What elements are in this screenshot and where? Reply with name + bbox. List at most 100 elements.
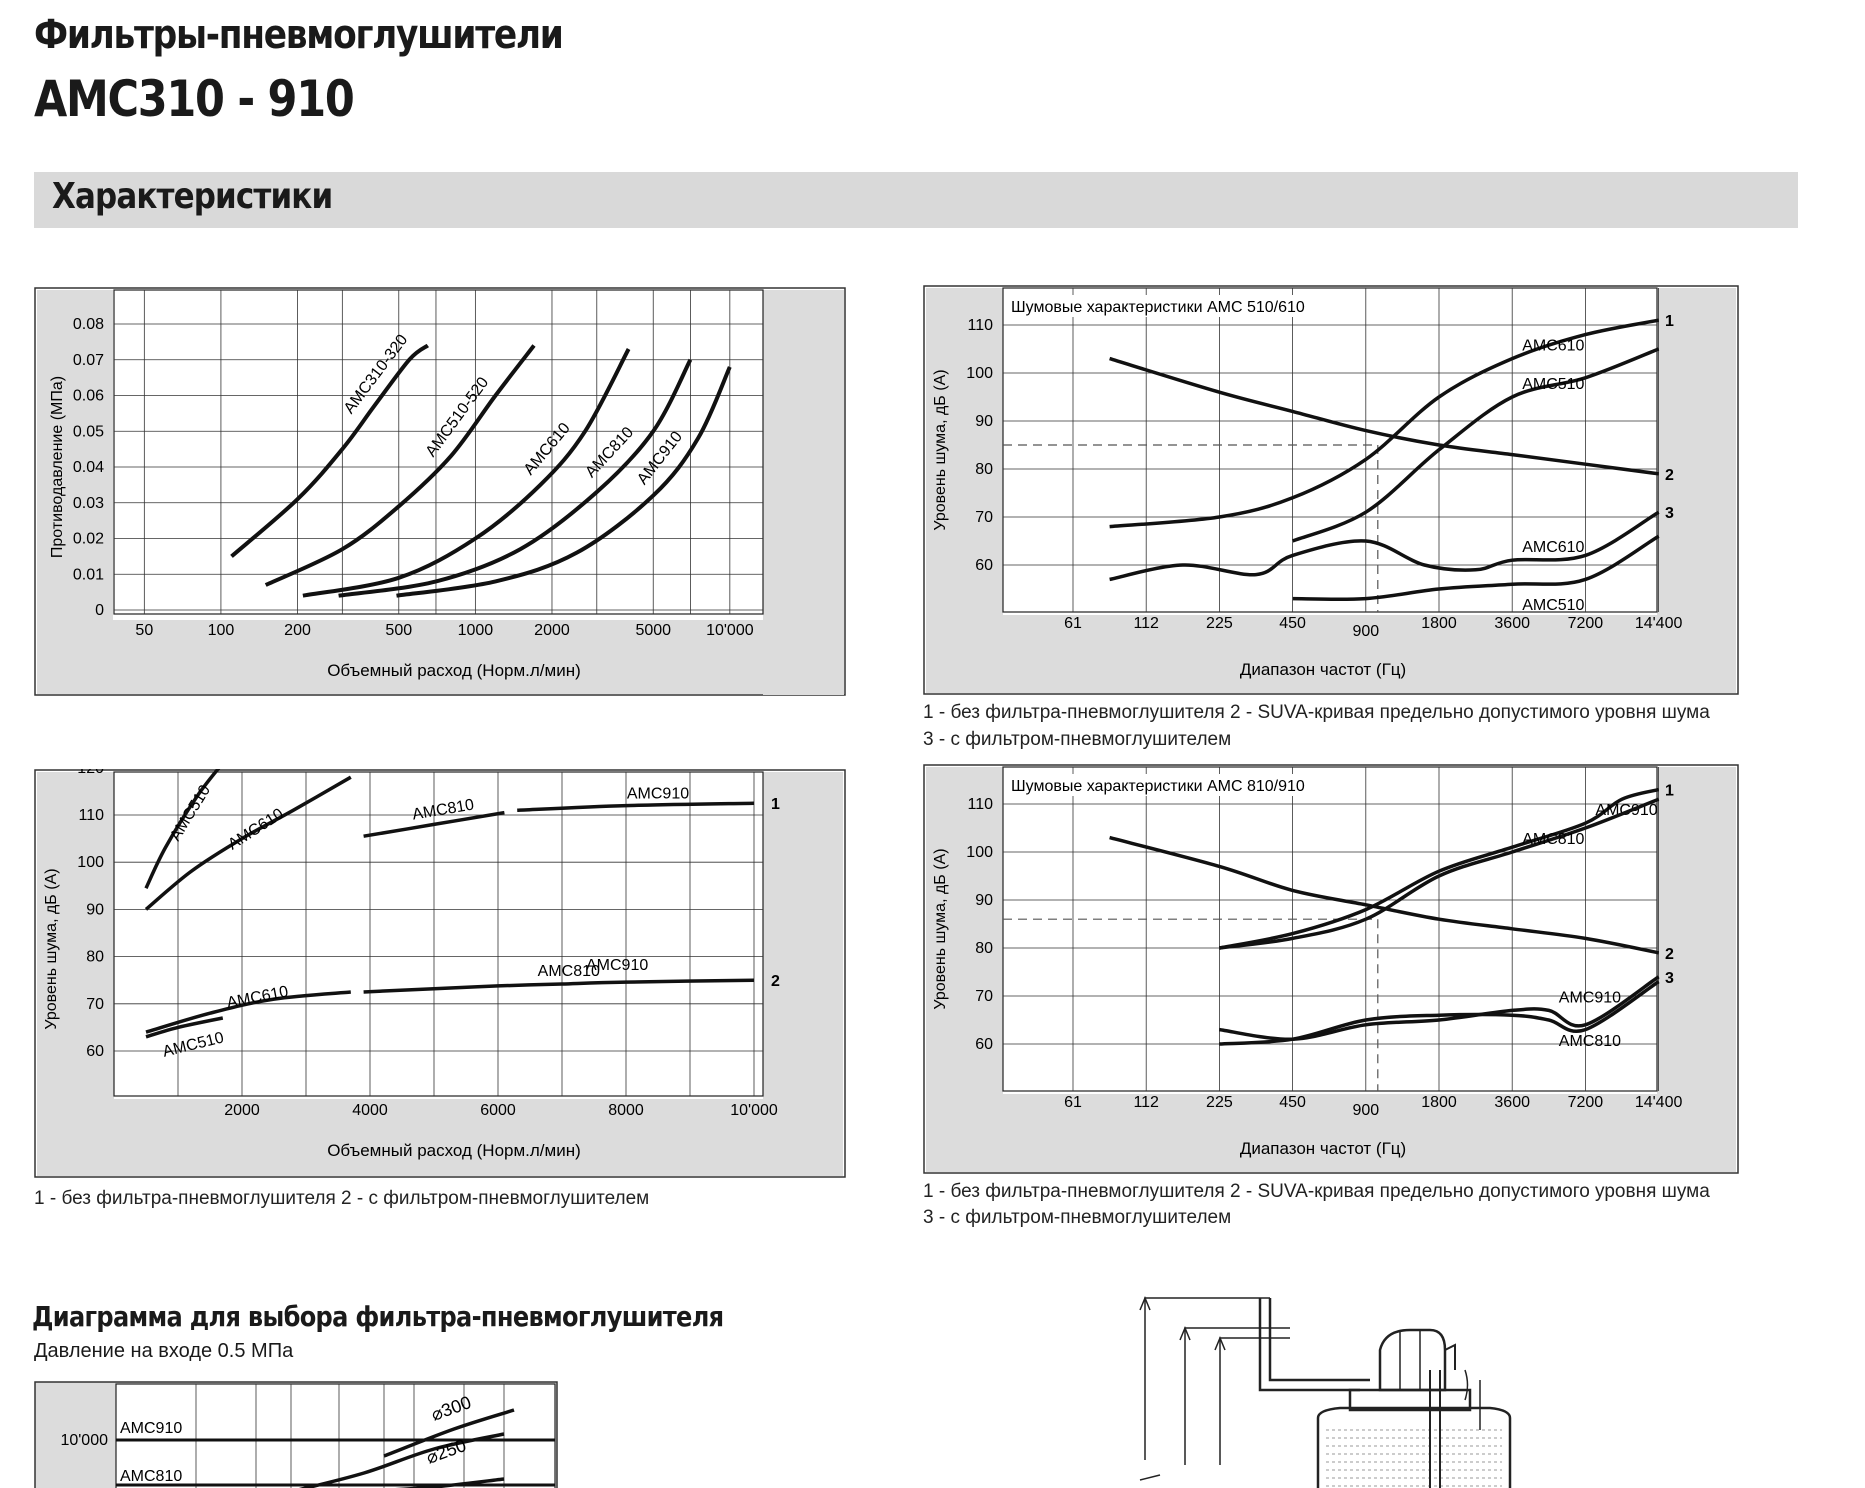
series-line-amc610-3 — [1109, 510, 1660, 582]
y-tick-label: 100 — [966, 844, 993, 861]
series-label: AMC810 — [1559, 1033, 1621, 1050]
x-tick-label: 900 — [1352, 1102, 1379, 1119]
y-tick-label: 70 — [86, 996, 104, 1013]
y-tick-label: 60 — [975, 1036, 993, 1053]
y-tick-label: 0.07 — [73, 352, 104, 369]
y-tick-label: 100 — [966, 365, 993, 382]
x-axis-label: Диапазон частот (Гц) — [1240, 1139, 1406, 1158]
x-axis-label: Объемный расход (Норм.л/мин) — [327, 1141, 581, 1160]
x-tick-label: 1000 — [458, 622, 494, 639]
y-tick-label: 100 — [77, 854, 104, 871]
chart-backpressure: 0 0.01 0.02 0.03 0.04 0.05 0.06 0.07 0.08 50 100 20… — [34, 287, 846, 696]
series-line-amc510-3 — [1292, 534, 1660, 602]
series-line-amc510-2 — [145, 1016, 224, 1039]
series-label: AMC810 — [1522, 831, 1584, 848]
series-line-amc810 — [338, 358, 693, 598]
curve-number: 1 — [1665, 783, 1674, 800]
series-label: AMC910 — [627, 785, 689, 802]
body-outline — [1316, 1406, 1512, 1488]
x-tick-label: 1800 — [1421, 1094, 1457, 1111]
chart-noise-flow: 60 70 80 90 100 110 120 2000 4000 6000 8000 10'000 О… — [34, 769, 846, 1178]
chart-noise-510-610: Шумовые характеристики AMC 510/610 60 70 80… — [923, 285, 1739, 695]
x-tick-label: 2000 — [534, 622, 570, 639]
curve-number: 1 — [1665, 313, 1674, 330]
y-tick-label: 80 — [975, 940, 993, 957]
series-line-amc810-1 — [363, 810, 505, 838]
curve-number: 1 — [771, 796, 780, 813]
arrow-up — [1139, 1296, 1151, 1311]
dimension-line — [1184, 1327, 1290, 1465]
chart-margin-shade — [37, 620, 763, 694]
plot-area — [113, 771, 764, 1097]
pipe-outline — [1258, 1298, 1360, 1392]
center-rod — [1429, 1370, 1441, 1488]
series-label: AMC510 — [1522, 597, 1584, 614]
y-tick-label: 0.04 — [73, 459, 104, 476]
y-tick-label: 80 — [975, 461, 993, 478]
series-label: AMC510 — [1522, 376, 1584, 393]
series-line-amc510-1 — [144, 769, 221, 889]
series-line-amc910-1 — [517, 801, 755, 813]
y-tick-label: 0.05 — [73, 423, 104, 440]
series-line-amc610-1 — [1109, 318, 1659, 529]
series-line-amc810-3 — [1219, 980, 1660, 1046]
y-tick-label: 0.01 — [73, 566, 104, 583]
series-line-amc610-2 — [145, 990, 351, 1034]
selection-note: Давление на входе 0.5 МПа — [34, 1340, 294, 1362]
series-line-amc810-2 — [363, 978, 755, 994]
chart-title: Шумовые характеристики AMC 510/610 — [1011, 299, 1305, 316]
chart-noise-810-910: Шумовые характеристики AMC 810/910 60 70 80… — [923, 764, 1739, 1174]
fitting — [1444, 1343, 1456, 1370]
y-tick-label: 0 — [95, 602, 104, 619]
row-label: AMC910 — [120, 1420, 182, 1437]
chart-margin-shade — [37, 290, 113, 620]
chart-margin-shade — [763, 290, 844, 695]
caption-noise-810-910-2: 3 - с фильтром-пневмоглушителем — [923, 1207, 1232, 1228]
x-tick-label: 61 — [1064, 615, 1082, 632]
grid — [114, 290, 763, 614]
pipe-outline — [1268, 1298, 1370, 1382]
x-tick-label: 7200 — [1568, 615, 1604, 632]
x-tick-label: 100 — [208, 622, 235, 639]
x-tick-label: 3600 — [1494, 1094, 1530, 1111]
page-title-line1: Фильтры-пневмоглушители — [34, 12, 564, 58]
curve-number: 3 — [1665, 505, 1674, 522]
x-tick-label: 14'400 — [1635, 615, 1683, 632]
plot-area — [115, 1383, 556, 1488]
series-line-amc810-1 — [1219, 797, 1660, 950]
series-line-amc610 — [302, 348, 631, 598]
series-label: AMC910 — [1559, 989, 1621, 1006]
y-tick-label: 110 — [967, 317, 993, 334]
x-tick-label: 10'000 — [730, 1102, 778, 1119]
selection-title: Диаграмма для выбора фильтра-пневмоглуши… — [32, 1300, 724, 1333]
x-tick-label: 6000 — [480, 1102, 516, 1119]
x-tick-label: 3600 — [1494, 615, 1530, 632]
curve-number: 2 — [1665, 946, 1674, 963]
y-tick-label: 70 — [975, 509, 993, 526]
chart-margin-shade — [1657, 288, 1736, 693]
series-label: AMC610 — [1522, 338, 1584, 355]
chart-title: Шумовые характеристики AMC 810/910 — [1011, 778, 1305, 795]
y-axis-label: Уровень шума, дБ (А) — [932, 848, 949, 1009]
x-tick-label: 112 — [1133, 615, 1159, 632]
dimension-line — [1144, 1297, 1270, 1460]
x-tick-label: 225 — [1206, 1094, 1233, 1111]
curve-d200 — [395, 1477, 505, 1488]
y-tick-label: 110 — [78, 807, 104, 824]
x-tick-label: 4000 — [352, 1102, 388, 1119]
chart-margin-shade — [763, 772, 843, 1176]
title-bg — [1007, 295, 1319, 317]
series-line-amc510-520 — [264, 344, 536, 587]
series-line-amc610-1 — [144, 775, 352, 911]
caption-noise-810-910-1: 1 - без фильтра-пневмоглушителя 2 - SUVA… — [923, 1181, 1710, 1202]
series-label: AMC610 — [1522, 539, 1584, 556]
cap-detail — [1399, 1330, 1421, 1390]
x-axis-label: Диапазон частот (Гц) — [1240, 660, 1406, 679]
arrow-up — [1179, 1326, 1191, 1341]
curve-number: 3 — [1665, 970, 1674, 987]
x-axis-label: Объемный расход (Норм.л/мин) — [327, 661, 581, 680]
y-tick-label: 80 — [86, 949, 104, 966]
row-label: AMC810 — [120, 1468, 182, 1485]
grid — [1003, 767, 1659, 1091]
